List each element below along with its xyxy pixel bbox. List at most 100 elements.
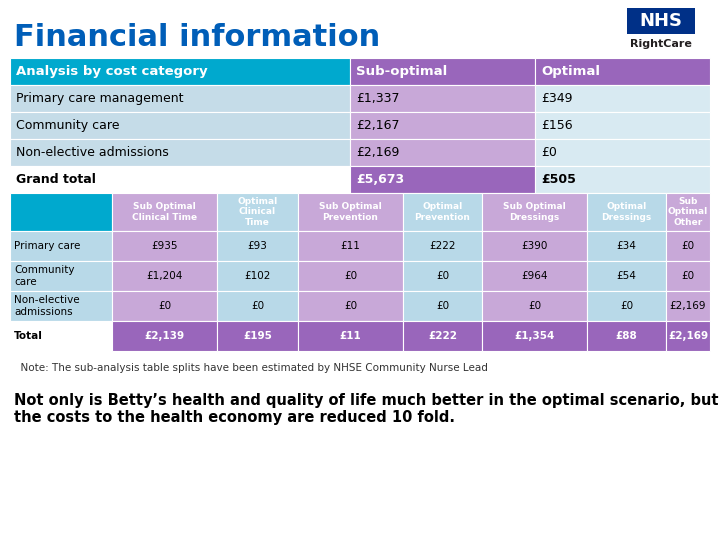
Text: Community
care: Community care [14,265,74,287]
Text: Financial information: Financial information [14,24,380,52]
Bar [350,58,535,85]
Bar [587,291,666,321]
Text: Non-elective
admissions: Non-elective admissions [14,295,80,317]
Bar [403,193,482,231]
Bar [535,112,710,139]
Bar [10,291,112,321]
Text: £2,169: £2,169 [668,331,708,341]
Text: £349: £349 [541,92,572,105]
Bar [666,231,710,261]
Bar [10,231,112,261]
Bar [482,261,587,291]
Bar [350,166,535,193]
Bar [298,261,403,291]
Bar [587,321,666,351]
Text: Total: Total [14,331,43,341]
Text: Optimal
Clinical
Time: Optimal Clinical Time [238,197,278,227]
Bar [403,321,482,351]
Bar [10,112,350,139]
Bar [112,193,217,231]
Bar [350,85,535,112]
Text: Community care: Community care [16,119,120,132]
Text: Primary care: Primary care [14,241,81,251]
Bar [217,193,298,231]
Text: Sub Optimal
Clinical Time: Sub Optimal Clinical Time [132,202,197,222]
Bar [10,58,350,85]
Bar [217,261,298,291]
Bar [112,261,217,291]
Text: Sub
Optimal
Other: Sub Optimal Other [668,197,708,227]
Bar [627,8,695,34]
Text: £0: £0 [251,301,264,311]
Text: £390: £390 [521,241,548,251]
Text: £54: £54 [616,271,636,281]
Bar [535,85,710,112]
Text: £964: £964 [521,271,548,281]
Bar [587,193,666,231]
Text: Sub Optimal
Dressings: Sub Optimal Dressings [503,202,566,222]
Text: £195: £195 [243,331,272,341]
Text: £102: £102 [244,271,271,281]
Text: Non-elective admissions: Non-elective admissions [16,146,168,159]
Bar [482,231,587,261]
Text: £93: £93 [248,241,267,251]
Text: £2,169: £2,169 [356,146,400,159]
Bar [298,291,403,321]
Text: Analysis by cost category: Analysis by cost category [16,65,207,78]
Bar [298,321,403,351]
Text: £11: £11 [341,241,361,251]
Text: £505: £505 [541,173,576,186]
Bar [217,321,298,351]
Bar [10,166,350,193]
Bar [10,321,112,351]
Bar [482,321,587,351]
Text: £0: £0 [681,241,695,251]
Bar [10,85,350,112]
Text: £0: £0 [344,271,357,281]
Bar [350,139,535,166]
Bar [298,193,403,231]
Text: Note: The sub-analysis table splits have been estimated by NHSE Community Nurse : Note: The sub-analysis table splits have… [14,363,488,373]
Text: RightCare: RightCare [630,39,692,49]
Bar [482,291,587,321]
Text: £0: £0 [344,301,357,311]
Bar [587,231,666,261]
Text: NHS: NHS [639,12,683,30]
Bar [217,231,298,261]
Text: £11: £11 [340,331,361,341]
Text: Optimal
Prevention: Optimal Prevention [415,202,470,222]
Text: £34: £34 [616,241,636,251]
Text: Sub Optimal
Prevention: Sub Optimal Prevention [319,202,382,222]
Bar [10,261,112,291]
Text: £1,204: £1,204 [146,271,183,281]
Text: £2,169: £2,169 [670,301,706,311]
Text: £222: £222 [429,241,456,251]
Bar [350,112,535,139]
Text: £1,337: £1,337 [356,92,400,105]
Bar [112,291,217,321]
Text: £0: £0 [541,146,557,159]
Bar [10,193,112,231]
Text: £0: £0 [158,301,171,311]
Text: £0: £0 [436,301,449,311]
Bar [10,139,350,166]
Text: £2,167: £2,167 [356,119,400,132]
Bar [666,321,710,351]
Bar [535,58,710,85]
Text: Primary care management: Primary care management [16,92,184,105]
Bar [535,166,710,193]
Text: £0: £0 [681,271,695,281]
Text: Grand total: Grand total [16,173,96,186]
Text: Optimal
Dressings: Optimal Dressings [601,202,652,222]
Bar [666,291,710,321]
Bar [403,261,482,291]
Bar [482,193,587,231]
Text: Optimal: Optimal [541,65,600,78]
Bar [403,291,482,321]
Text: £2,139: £2,139 [145,331,184,341]
Text: £222: £222 [428,331,457,341]
Bar [587,261,666,291]
Text: £156: £156 [541,119,572,132]
Text: £935: £935 [151,241,178,251]
Bar [217,291,298,321]
